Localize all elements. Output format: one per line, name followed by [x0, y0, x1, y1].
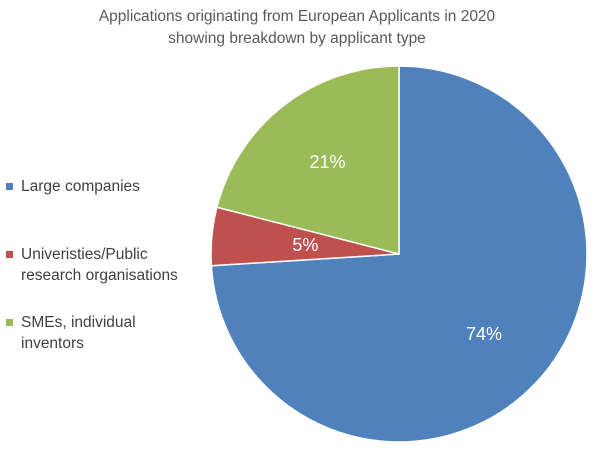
pie-slices [210, 65, 588, 443]
legend-label-large-companies: Large companies [21, 178, 140, 195]
data-label-large-companies: 74% [466, 324, 502, 344]
chart-title: Applications originating from European A… [0, 6, 594, 50]
legend-swatch-smes [6, 319, 13, 326]
legend-item-smes: SMEs, individual inventors [6, 312, 166, 354]
chart-title-line-1: Applications originating from European A… [98, 8, 496, 25]
legend-label-smes: SMEs, individual inventors [21, 314, 136, 352]
data-label-smes: 21% [310, 152, 346, 172]
legend-item-universities: Univeristies/Public research organisatio… [6, 244, 196, 286]
pie-slice-smes [215, 65, 400, 255]
legend-swatch-universities [6, 251, 13, 258]
legend-item-large-companies: Large companies [6, 176, 140, 197]
pie-data-labels: 74% 5% 21% [292, 152, 502, 344]
chart-title-line-2: showing breakdown by applicant type [168, 30, 426, 47]
data-label-universities: 5% [292, 235, 318, 255]
legend-swatch-large-companies [6, 183, 13, 190]
legend-label-universities: Univeristies/Public research organisatio… [21, 246, 178, 284]
